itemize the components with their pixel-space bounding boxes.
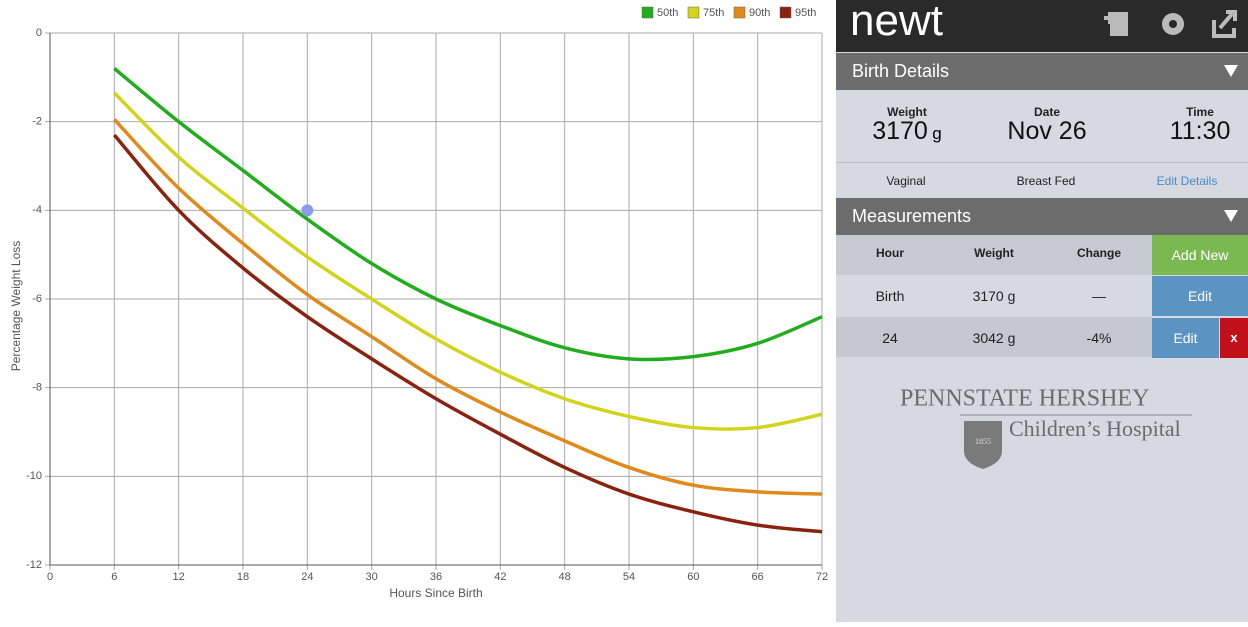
logo: PENNSTATE HERSHEY 1855 Children’s Hospit…: [900, 386, 1192, 469]
divider: [836, 162, 1248, 163]
x-axis-label: Hours Since Birth: [389, 586, 482, 600]
legend-label: 90th: [749, 7, 770, 19]
table-cell: —: [1092, 288, 1106, 304]
y-tick-label: -6: [32, 293, 42, 305]
column-header: Hour: [876, 246, 904, 260]
logo-year: 1855: [975, 437, 991, 446]
measurement-point: [301, 204, 314, 217]
legend-label: 50th: [657, 7, 678, 19]
measurements-bar[interactable]: Measurements: [836, 198, 1248, 235]
x-tick-label: 36: [430, 571, 442, 583]
table-cell: 24: [882, 330, 898, 346]
weight-unit: g: [932, 124, 942, 143]
add-new-button[interactable]: Add New: [1152, 235, 1248, 275]
x-tick-label: 66: [752, 571, 764, 583]
y-tick-label: 0: [36, 27, 42, 39]
time-value: 11:30: [1169, 117, 1231, 145]
collapse-icon[interactable]: [1224, 65, 1238, 77]
app-title: newt: [850, 0, 943, 45]
logo-line2: Children’s Hospital: [1009, 416, 1181, 441]
legend-swatch: [641, 6, 654, 19]
share-icon[interactable]: [1212, 10, 1237, 38]
legend-label: 75th: [703, 7, 724, 19]
legend-swatch: [687, 6, 700, 19]
date-value: Nov 26: [1007, 117, 1087, 145]
edit-button[interactable]: Edit: [1152, 276, 1248, 316]
table-header: [836, 235, 1152, 275]
time-label: Time: [1186, 105, 1214, 119]
weight: 3170 g: [847, 117, 967, 146]
edit-button[interactable]: Edit: [1152, 318, 1219, 358]
series-line: [113, 133, 823, 534]
section-heading: Measurements: [852, 206, 972, 226]
x-tick-label: 0: [47, 571, 53, 583]
delivery: Vaginal: [886, 174, 926, 188]
row-background: [836, 317, 1152, 357]
table-cell: -4%: [1086, 330, 1112, 346]
column-header: Change: [1076, 246, 1121, 260]
sidebar: newt Birth Details Weight 3170 g Date No…: [836, 0, 1248, 622]
delete-button[interactable]: x: [1220, 318, 1248, 358]
series-line: [113, 67, 823, 362]
settings-icon[interactable]: [1162, 13, 1184, 35]
table-cell: 3042 g: [972, 330, 1016, 346]
y-tick-label: -12: [26, 559, 42, 571]
weight-label: Weight: [887, 105, 927, 119]
y-tick-label: -10: [26, 470, 42, 482]
x-tick-label: 6: [111, 571, 117, 583]
new-icon[interactable]: [1104, 12, 1128, 36]
logo-line1: PENNSTATE HERSHEY: [900, 386, 1149, 412]
app-header: newt: [836, 0, 1248, 52]
x-tick-label: 72: [816, 571, 828, 583]
legend-swatch: [779, 6, 792, 19]
series-line: [113, 91, 823, 431]
series-line: [113, 118, 823, 496]
legend-label: 95th: [795, 7, 816, 19]
table-cell: Birth: [875, 288, 905, 304]
y-tick-label: -2: [32, 116, 42, 128]
column-header: Weight: [974, 246, 1014, 260]
edit-details-link[interactable]: Edit Details: [1156, 174, 1218, 188]
weight-value: 3170: [872, 117, 928, 145]
feeding: Breast Fed: [1016, 174, 1076, 188]
birth-details-bar[interactable]: Birth Details: [836, 53, 1248, 90]
collapse-icon[interactable]: [1224, 210, 1238, 222]
x-tick-label: 48: [559, 571, 571, 583]
section-heading: Birth Details: [852, 61, 950, 81]
y-axis-label: Percentage Weight Loss: [9, 241, 23, 372]
chart: Hours Since Birth Percentage Weight Loss…: [9, 6, 828, 600]
x-tick-label: 60: [687, 571, 699, 583]
x-tick-label: 42: [494, 571, 506, 583]
x-tick-label: 54: [623, 571, 635, 583]
legend-swatch: [733, 6, 746, 19]
x-tick-label: 18: [237, 571, 249, 583]
toolbar-icons: [1104, 10, 1237, 38]
y-tick-label: -8: [32, 382, 42, 394]
x-tick-label: 24: [301, 571, 313, 583]
table-cell: 3170 g: [972, 288, 1016, 304]
x-tick-label: 12: [173, 571, 185, 583]
date-label: Date: [1033, 105, 1060, 119]
x-tick-label: 30: [366, 571, 378, 583]
y-tick-label: -4: [32, 204, 42, 216]
